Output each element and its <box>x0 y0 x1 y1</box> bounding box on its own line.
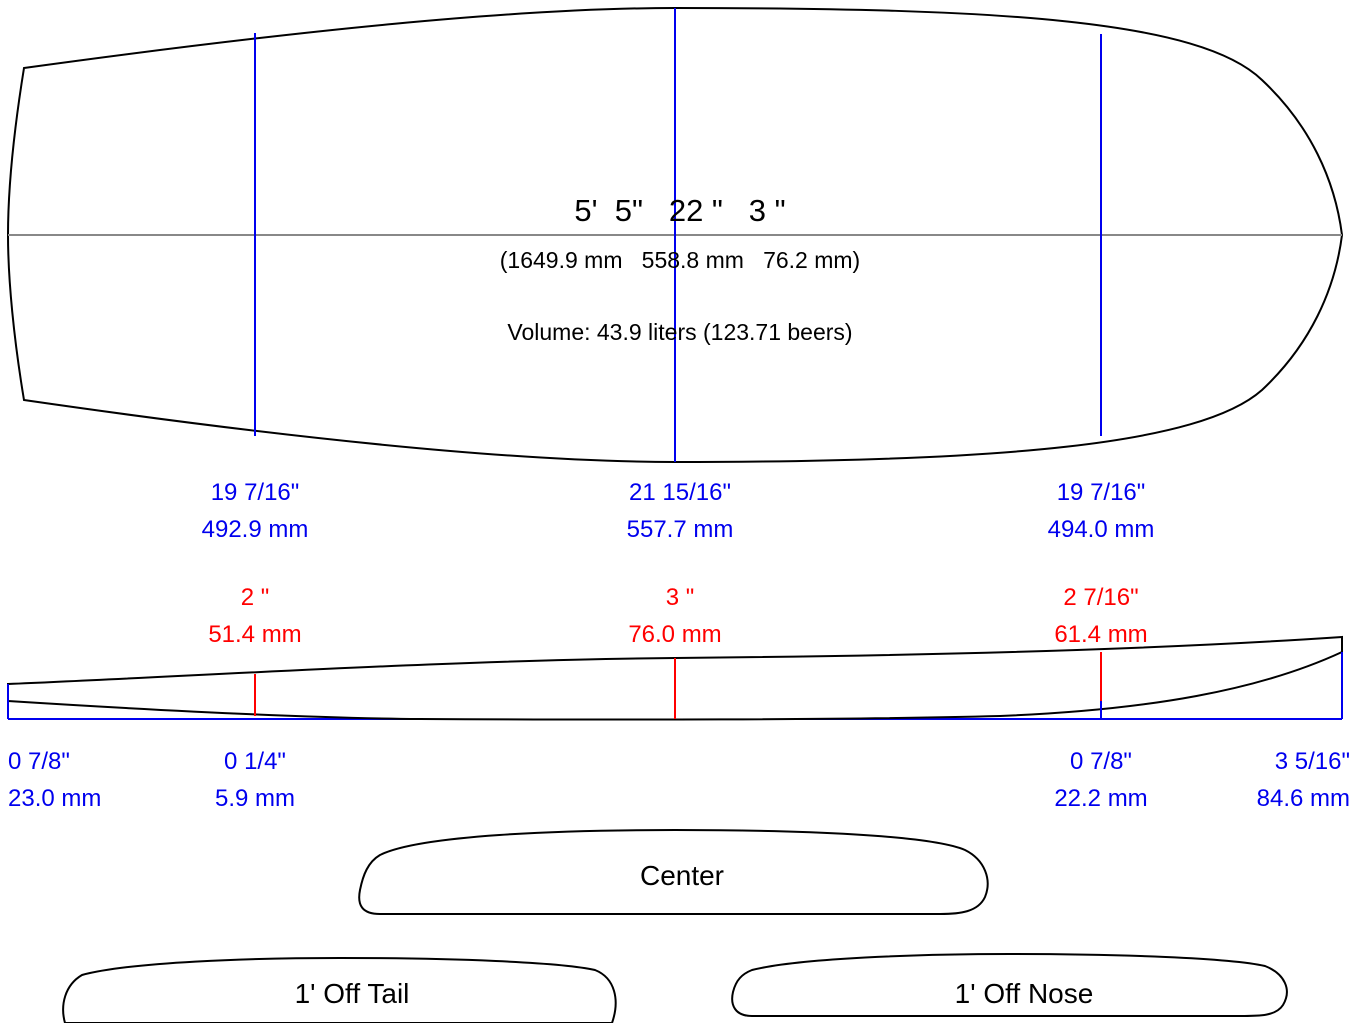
thickness-tail-mm: 51.4 mm <box>208 621 301 648</box>
rail-center-outline <box>358 828 989 915</box>
rocker-nose-mm: 84.6 mm <box>1257 785 1350 812</box>
volume-label: Volume: 43.9 liters (123.71 beers) <box>507 319 852 345</box>
rocker-1ft-tail-mm: 5.9 mm <box>215 785 295 812</box>
width-labels: 19 7/16" 492.9 mm 21 15/16" 557.7 mm 19 … <box>202 479 1155 543</box>
width-nose-inches: 19 7/16" <box>1057 479 1146 506</box>
thickness-nose-inches: 2 7/16" <box>1063 584 1138 611</box>
width-tail-inches: 19 7/16" <box>211 479 300 506</box>
rail-section-tail: 1' Off Tail <box>62 956 617 1023</box>
width-center-mm: 557.7 mm <box>627 516 734 543</box>
planform-view: 5' 5" 22 " 3 " (1649.9 mm 558.8 mm 76.2 … <box>6 6 1344 464</box>
width-nose-mm: 494.0 mm <box>1048 516 1155 543</box>
rocker-nose-inches: 3 5/16" <box>1275 748 1350 775</box>
rail-section-nose: 1' Off Nose <box>731 952 1288 1017</box>
rail-nose-label: 1' Off Nose <box>955 978 1094 1009</box>
thickness-center-mm: 76.0 mm <box>628 621 721 648</box>
rail-section-center: Center <box>358 828 989 915</box>
rocker-1ft-tail-inches: 0 1/4" <box>224 748 286 775</box>
dimensions-imperial: 5' 5" 22 " 3 " <box>574 193 785 228</box>
rocker-labels: 0 7/8" 23.0 mm 0 1/4" 5.9 mm 0 7/8" 22.2… <box>8 748 1350 812</box>
rocker-1ft-nose-inches: 0 7/8" <box>1070 748 1132 775</box>
thickness-nose-mm: 61.4 mm <box>1054 621 1147 648</box>
rail-nose-outline <box>731 952 1288 1017</box>
profile-view <box>7 635 1343 721</box>
rocker-1ft-nose-mm: 22.2 mm <box>1054 785 1147 812</box>
rocker-tail-inches: 0 7/8" <box>8 748 70 775</box>
thickness-tail-inches: 2 " <box>241 584 270 611</box>
dimensions-metric: (1649.9 mm 558.8 mm 76.2 mm) <box>500 247 860 273</box>
width-center-inches: 21 15/16" <box>629 479 731 506</box>
width-tail-mm: 492.9 mm <box>202 516 309 543</box>
rail-center-label: Center <box>640 860 724 891</box>
rocker-tail-mm: 23.0 mm <box>8 785 101 812</box>
thickness-labels: 2 " 51.4 mm 3 " 76.0 mm 2 7/16" 61.4 mm <box>208 584 1147 648</box>
rail-tail-label: 1' Off Tail <box>295 978 410 1009</box>
thickness-center-inches: 3 " <box>666 584 695 611</box>
